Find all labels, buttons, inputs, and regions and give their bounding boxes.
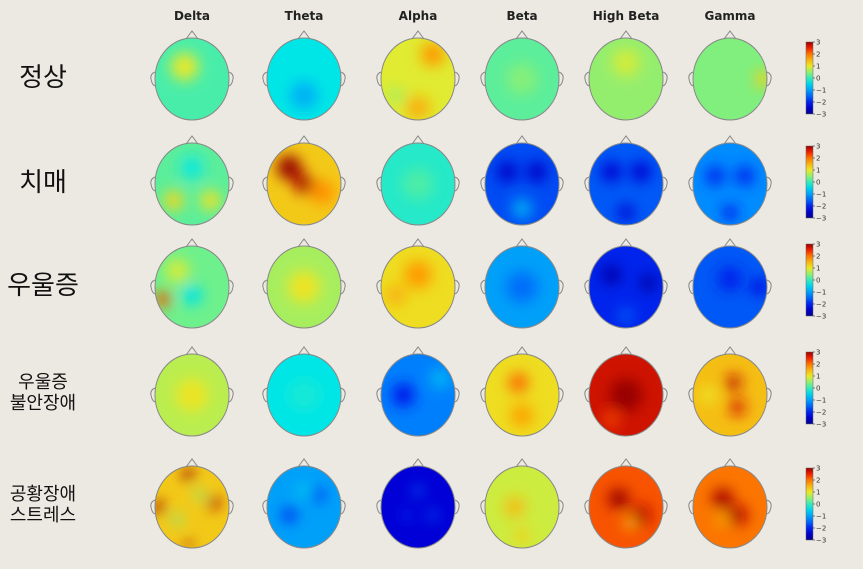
topomap-0-beta	[480, 30, 564, 121]
topomap-3-theta	[262, 346, 346, 437]
band-label-beta: Beta	[506, 9, 538, 23]
band-label-high-beta: High Beta	[592, 9, 660, 23]
band-label-theta: Theta	[284, 9, 324, 23]
condition-label-line: 공황장애	[9, 484, 77, 505]
topomap-4-delta	[150, 458, 234, 549]
topomap-4-high-beta	[584, 458, 668, 549]
condition-label-2: 우울증	[0, 271, 98, 302]
topomap-4-theta	[262, 458, 346, 549]
colorbar-tick: 2	[816, 477, 820, 485]
band-label-alpha: Alpha	[398, 9, 438, 23]
colorbar-tick: 0	[816, 385, 820, 393]
topomap-2-gamma	[688, 238, 772, 329]
topomap-1-high-beta	[584, 135, 668, 226]
condition-label-4: 공황장애 스트레스	[0, 484, 98, 526]
colorbar-tick: 2	[816, 155, 820, 163]
colorbar-tick: 1	[816, 63, 820, 71]
colorbar-tick: −3	[816, 313, 826, 321]
colorbar-tick: 3	[816, 143, 820, 151]
colorbar-tick: −1	[816, 87, 826, 95]
colorbar-tick: −3	[816, 537, 826, 545]
band-label-delta: Delta	[173, 9, 211, 23]
topomap-2-alpha	[376, 238, 460, 329]
colorbar-tick: −3	[816, 215, 826, 223]
colorbar-tick: 1	[816, 373, 820, 381]
colorbar-0: 3 2 1 0 −1 −2 −3	[805, 39, 826, 119]
condition-label-0: 정상	[0, 63, 98, 94]
colorbar-1: 3 2 1 0 −1 −2 −3	[805, 143, 826, 223]
topomap-2-beta	[480, 238, 564, 329]
colorbar-tick: −2	[816, 99, 826, 107]
topomap-3-high-beta	[584, 346, 668, 437]
colorbar-4: 3 2 1 0 −1 −2 −3	[805, 465, 826, 545]
topomap-3-delta	[150, 346, 234, 437]
colorbar-tick: −3	[816, 421, 826, 429]
colorbar-tick: 0	[816, 277, 820, 285]
colorbar-tick: −2	[816, 525, 826, 533]
colorbar-tick: −2	[816, 409, 826, 417]
colorbar-tick: −2	[816, 301, 826, 309]
colorbar-tick: 1	[816, 265, 820, 273]
topomap-2-high-beta	[584, 238, 668, 329]
topomap-1-beta	[480, 135, 564, 226]
topomap-4-beta	[480, 458, 564, 549]
topomap-2-delta	[150, 238, 234, 329]
topomap-1-theta	[262, 135, 346, 226]
condition-label-1: 치매	[0, 168, 98, 199]
colorbar-tick: 3	[816, 241, 820, 249]
colorbar-tick: −3	[816, 111, 826, 119]
colorbar-tick: 0	[816, 179, 820, 187]
colorbar-tick: 3	[816, 39, 820, 47]
topomap-3-alpha	[376, 346, 460, 437]
colorbar-2: 3 2 1 0 −1 −2 −3	[805, 241, 826, 321]
topomap-1-gamma	[688, 135, 772, 226]
colorbar-tick: 2	[816, 253, 820, 261]
condition-label-line: 치매	[19, 168, 67, 198]
colorbar-tick: −2	[816, 203, 826, 211]
colorbar-tick: 0	[816, 501, 820, 509]
condition-label-line: 정상	[19, 63, 67, 93]
topomap-4-gamma	[688, 458, 772, 549]
topomap-1-delta	[150, 135, 234, 226]
topomap-3-gamma	[688, 346, 772, 437]
colorbar-tick: −1	[816, 397, 826, 405]
topomap-0-alpha	[376, 30, 460, 121]
topomap-0-theta	[262, 30, 346, 121]
topomap-2-theta	[262, 238, 346, 329]
colorbar-tick: −1	[816, 191, 826, 199]
colorbar-tick: 3	[816, 465, 820, 473]
condition-label-3: 우울증 불안장애	[0, 372, 98, 414]
colorbar-tick: 1	[816, 489, 820, 497]
condition-label-line: 스트레스	[9, 504, 77, 526]
colorbar-tick: 0	[816, 75, 820, 83]
colorbar-tick: 2	[816, 51, 820, 59]
colorbar-tick: 2	[816, 361, 820, 369]
condition-label-line: 불안장애	[9, 392, 77, 414]
topomap-0-delta	[150, 30, 234, 121]
topomap-0-high-beta	[584, 30, 668, 121]
band-label-gamma: Gamma	[704, 9, 756, 23]
colorbar-tick: 3	[816, 349, 820, 357]
colorbar-tick: −1	[816, 289, 826, 297]
topomap-0-gamma	[688, 30, 772, 121]
colorbar-3: 3 2 1 0 −1 −2 −3	[805, 349, 826, 429]
topomap-3-beta	[480, 346, 564, 437]
colorbar-tick: −1	[816, 513, 826, 521]
condition-label-line: 우울증	[18, 372, 68, 393]
colorbar-tick: 1	[816, 167, 820, 175]
condition-label-line: 우울증	[7, 271, 79, 301]
topomap-1-alpha	[376, 135, 460, 226]
topomap-4-alpha	[376, 458, 460, 549]
